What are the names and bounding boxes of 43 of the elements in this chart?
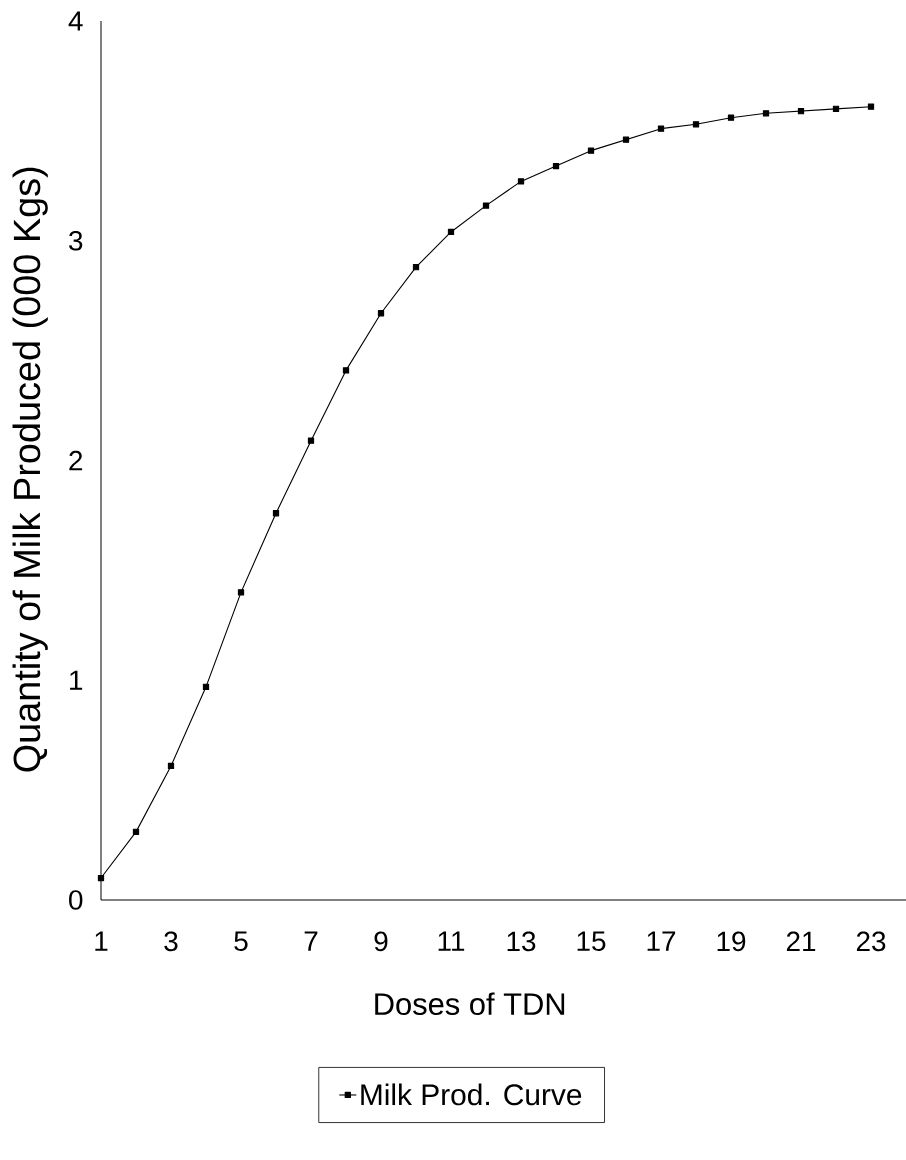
point: [482, 202, 490, 209]
x-tick-label: 15: [577, 931, 606, 951]
x-tick-label: 1: [95, 931, 108, 951]
point: [307, 437, 315, 444]
point: [342, 367, 350, 374]
point: [447, 228, 455, 236]
point: [832, 105, 840, 113]
point: [272, 510, 280, 517]
point: [692, 121, 700, 128]
point: [622, 136, 630, 143]
point: [762, 110, 770, 117]
x-tick-label: 7: [304, 931, 318, 951]
point: [412, 263, 420, 271]
point: [377, 310, 385, 317]
point: [167, 762, 175, 770]
point: [97, 874, 105, 882]
x-tick-label: 3: [164, 931, 178, 952]
point: [237, 589, 245, 596]
point: [587, 147, 595, 154]
x-tick-label: 9: [374, 931, 388, 952]
point: [552, 162, 560, 170]
x-tick-label: 23: [856, 931, 886, 952]
x-tick-label: 11: [438, 931, 465, 951]
point: [517, 178, 525, 185]
point: [867, 103, 875, 110]
legend-label: Milk Prod. Curve: [361, 1083, 582, 1106]
x-tick-label: 5: [234, 931, 248, 951]
y-tick-label: 3: [69, 230, 83, 251]
point: [132, 828, 140, 836]
x-tick-label: 17: [647, 931, 676, 951]
x-tick-label: 19: [717, 931, 746, 952]
point: [797, 107, 805, 115]
point: [202, 683, 210, 690]
y-tick-label: 4: [68, 11, 83, 31]
y-tick-label: 1: [70, 670, 83, 690]
x-tick-label: 21: [786, 931, 816, 951]
x-axis-title: Doses of TDN: [375, 992, 565, 1016]
x-tick-label: 13: [507, 931, 536, 952]
point: [657, 125, 665, 132]
point: [727, 114, 735, 121]
y-tick-label: 0: [69, 890, 83, 910]
y-tick-label: 2: [69, 450, 83, 471]
y-axis-title: Quantity of Milk Produced (000 Kgs): [12, 167, 48, 772]
